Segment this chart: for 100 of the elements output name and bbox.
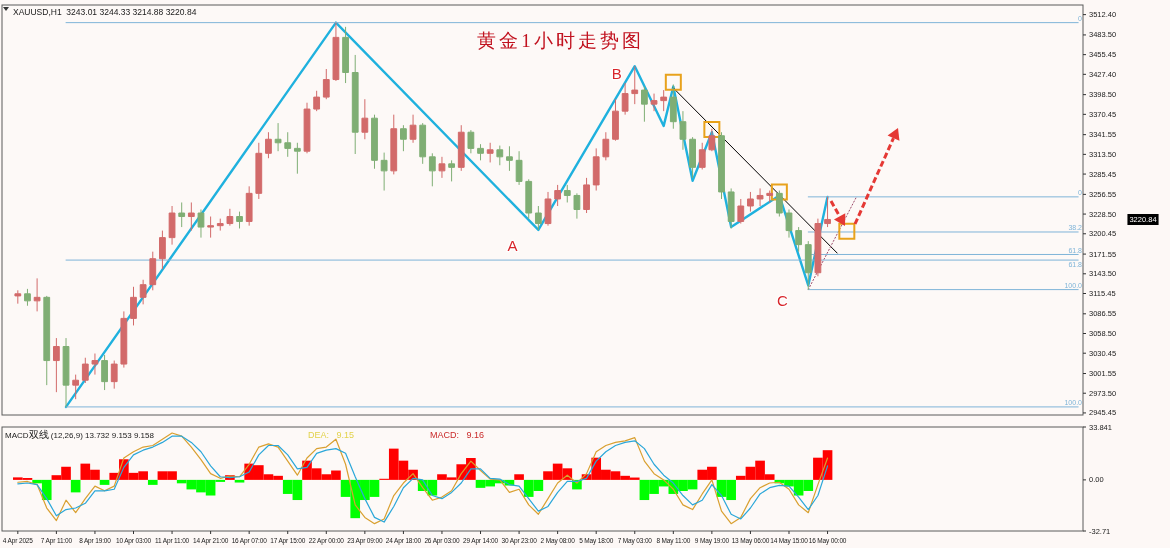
candlestick xyxy=(255,142,263,200)
point xyxy=(838,222,856,240)
annotation: DEA: 9.15 xyxy=(308,430,355,440)
candlestick xyxy=(496,145,504,166)
candlestick xyxy=(544,191,552,227)
candlestick xyxy=(130,286,137,326)
candlestick xyxy=(766,190,774,203)
candlestick xyxy=(371,114,378,170)
candlestick xyxy=(824,196,831,228)
candlestick xyxy=(795,226,803,253)
candlestick xyxy=(390,114,398,175)
candlestick xyxy=(506,145,513,172)
candlestick xyxy=(737,198,745,225)
candlestick xyxy=(612,98,619,142)
candlestick xyxy=(486,142,494,163)
candlestick xyxy=(245,185,253,227)
candlestick xyxy=(708,128,716,152)
candlestick xyxy=(303,102,311,154)
candlestick xyxy=(641,86,648,123)
candlestick xyxy=(33,277,41,312)
candlestick xyxy=(756,187,764,207)
candlestick xyxy=(62,337,70,408)
candlestick xyxy=(187,201,195,232)
candlestick xyxy=(602,131,610,161)
candlestick xyxy=(43,295,51,386)
candlestick xyxy=(226,208,234,227)
candlestick xyxy=(448,159,455,182)
candlestick xyxy=(101,354,108,391)
candlestick xyxy=(351,54,359,155)
candlestick xyxy=(457,124,465,172)
candlestick xyxy=(216,218,224,232)
candlestick xyxy=(419,122,427,165)
candlestick xyxy=(322,68,330,100)
candlestick xyxy=(400,124,407,152)
candlestick xyxy=(785,209,793,239)
candlestick xyxy=(660,89,668,112)
point xyxy=(664,73,682,91)
data-label: C xyxy=(776,292,788,310)
candlestick xyxy=(284,131,292,158)
candlestick xyxy=(207,216,214,239)
line-series xyxy=(64,21,829,409)
candlestick xyxy=(428,152,436,187)
candlestick xyxy=(650,93,658,112)
point xyxy=(703,120,721,138)
candlestick xyxy=(679,110,687,151)
candlestick xyxy=(139,279,147,305)
candlestick xyxy=(592,147,600,192)
candlestick xyxy=(804,240,812,291)
candlestick xyxy=(669,83,677,130)
candlestick xyxy=(554,184,562,207)
candlestick xyxy=(525,178,533,220)
annotation: XAUUSD,H1 3243.01 3244.33 3214.88 3220.84 xyxy=(13,7,197,17)
candlestick xyxy=(689,136,696,179)
candlestick xyxy=(380,152,388,192)
candlestick xyxy=(342,26,349,84)
candlestick xyxy=(120,310,128,369)
candlestick xyxy=(265,131,272,159)
candlestick xyxy=(332,22,340,82)
candlestick xyxy=(159,230,166,270)
candlestick xyxy=(313,90,321,112)
candlestick xyxy=(168,205,176,246)
candlestick xyxy=(197,209,205,239)
bar xyxy=(234,479,245,483)
candlestick xyxy=(178,201,186,228)
candlestick xyxy=(515,150,523,186)
candlestick xyxy=(621,82,629,116)
candlestick xyxy=(573,192,581,220)
candlestick xyxy=(747,191,754,213)
candlestick xyxy=(236,211,243,229)
annotation: MACD双线 (12,26,9) 13.732 9.153 9.158 xyxy=(5,429,155,440)
candlestick xyxy=(631,65,639,105)
candlestick xyxy=(563,184,571,203)
data-label: B xyxy=(611,65,622,83)
candlestick xyxy=(293,142,301,175)
candlestick xyxy=(583,177,590,214)
candlestick xyxy=(477,143,484,161)
bar xyxy=(147,479,158,485)
candlestick xyxy=(81,357,89,384)
annotation: MACD: 9.16 xyxy=(430,430,485,440)
candlestick xyxy=(698,142,706,170)
text: 黄金1小时走势图 xyxy=(477,30,644,51)
candlestick xyxy=(718,131,725,200)
candlestick xyxy=(814,218,822,277)
candlestick xyxy=(52,337,60,393)
candlestick xyxy=(775,190,783,218)
candlestick xyxy=(91,353,99,376)
candlestick xyxy=(467,129,475,154)
candlestick xyxy=(409,114,417,144)
candlestick xyxy=(274,122,282,152)
candlestick xyxy=(110,360,118,390)
data-label: A xyxy=(507,236,518,254)
bar xyxy=(514,474,524,480)
candlestick xyxy=(438,156,446,179)
candlestick xyxy=(24,288,31,307)
point xyxy=(770,183,788,201)
candlestick xyxy=(149,251,157,291)
candlestick xyxy=(361,98,369,140)
candlestick xyxy=(72,374,80,400)
candlestick xyxy=(534,205,542,231)
bar xyxy=(99,479,110,485)
